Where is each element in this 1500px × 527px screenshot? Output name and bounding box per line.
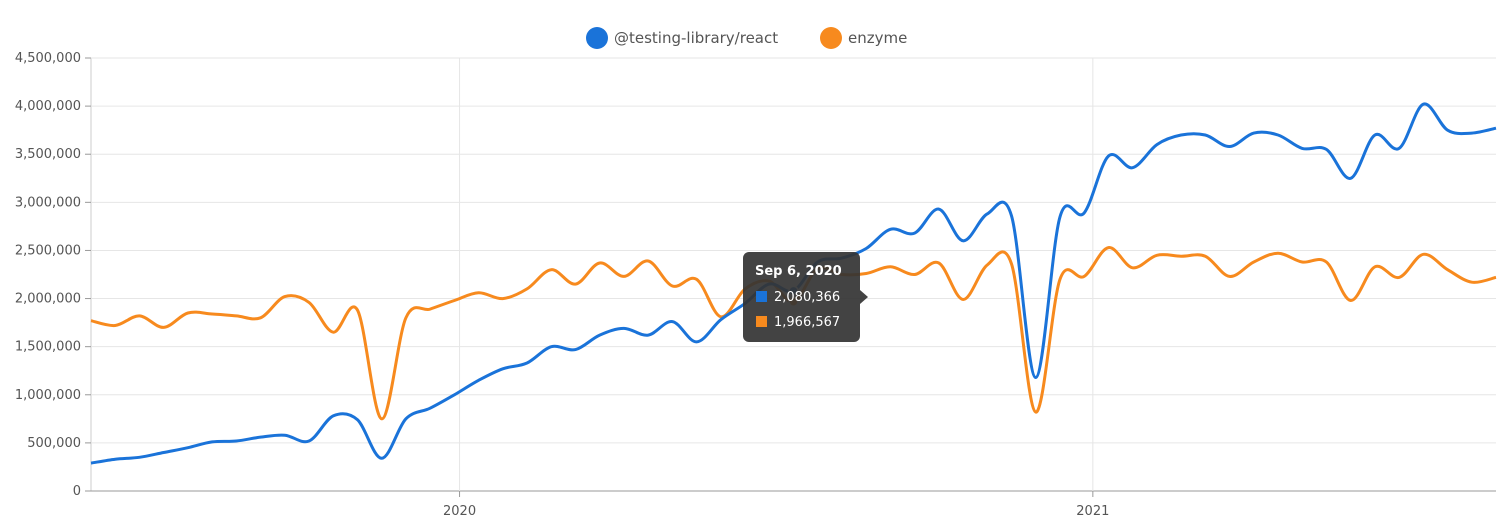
- y-tick-label: 3,500,000: [15, 147, 81, 162]
- y-tick-label: 500,000: [27, 436, 81, 451]
- legend-item-enzyme[interactable]: enzyme: [820, 27, 907, 49]
- tooltip-date: Sep 6, 2020: [755, 264, 842, 279]
- x-axis-ticks: 2020 2021: [443, 491, 1109, 519]
- legend-swatch: [586, 27, 608, 49]
- legend[interactable]: @testing-library/react enzyme: [586, 27, 907, 49]
- tooltip-value-testing-library-react: 2,080,366: [774, 290, 840, 305]
- legend-label: @testing-library/react: [614, 29, 778, 47]
- tooltip-swatch: [756, 316, 767, 327]
- y-tick-label: 4,000,000: [15, 99, 81, 114]
- x-tick-label: 2020: [443, 504, 476, 519]
- legend-item-testing-library-react[interactable]: @testing-library/react: [586, 27, 778, 49]
- x-tick-label: 2021: [1076, 504, 1109, 519]
- tooltip: Sep 6, 2020 2,080,366 1,966,567: [743, 252, 868, 342]
- tooltip-caret: [860, 290, 868, 304]
- y-tick-label: 0: [73, 484, 81, 499]
- y-tick-label: 4,500,000: [15, 51, 81, 66]
- y-tick-label: 3,000,000: [15, 195, 81, 210]
- legend-swatch: [820, 27, 842, 49]
- y-tick-label: 2,000,000: [15, 292, 81, 307]
- y-tick-label: 2,500,000: [15, 243, 81, 258]
- y-tick-label: 1,500,000: [15, 340, 81, 355]
- tooltip-value-enzyme: 1,966,567: [774, 315, 840, 330]
- y-axis-ticks: 0 500,000 1,000,000 1,500,000 2,000,000 2,500…: [15, 51, 91, 499]
- legend-label: enzyme: [848, 29, 907, 47]
- tooltip-swatch: [756, 291, 767, 302]
- y-tick-label: 1,000,000: [15, 388, 81, 403]
- tooltip-box: [743, 252, 860, 342]
